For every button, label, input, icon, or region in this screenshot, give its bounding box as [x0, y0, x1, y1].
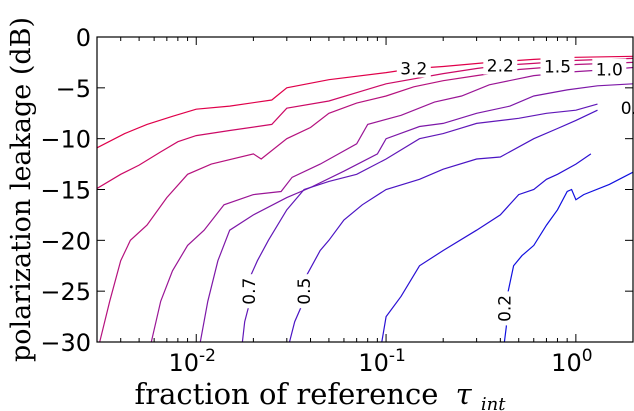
contour-label-6: 0.5	[295, 278, 315, 305]
contour-label-2: 1.5	[544, 58, 571, 78]
x-axis-label-symbol: τ	[456, 377, 473, 411]
contour-label-4: 0.	[621, 99, 634, 119]
y-tick-label: −5	[56, 75, 91, 103]
contour-label-bg	[396, 57, 431, 78]
contour-label-bg	[611, 97, 634, 118]
contour-label-bg	[493, 291, 514, 326]
contour-label-bg	[483, 54, 518, 75]
contour-label-bg	[540, 55, 575, 76]
y-tick-label: 0	[76, 24, 91, 52]
y-axis-label: polarization leakage (dB)	[6, 17, 37, 362]
contour-label-bg	[293, 274, 314, 309]
contour-line-3	[150, 66, 633, 342]
contour-line-1	[97, 57, 633, 190]
x-tick-label: 10-2	[168, 346, 216, 377]
contour-label-bg	[592, 58, 627, 79]
y-tick-label: −15	[40, 177, 91, 205]
x-axis-label-subscript: int	[481, 394, 506, 411]
contour-label-7: 0.2	[495, 295, 515, 322]
contour-lines	[97, 55, 633, 342]
x-tick-label: 10-1	[358, 346, 406, 377]
y-tick-label: −25	[40, 278, 91, 306]
contour-line-7	[381, 153, 592, 342]
contour-line-8	[503, 171, 633, 342]
y-axis-ticks: 0 −5 −10 −15 −20 −25 −30	[40, 24, 633, 357]
contour-label-5: 0.7	[240, 278, 260, 305]
contour-label-0: 3.2	[400, 60, 427, 80]
y-tick-label: −10	[40, 126, 91, 154]
contour-label-3: 1.0	[596, 61, 623, 81]
plot-frame	[96, 36, 634, 343]
x-axis-label-text: fraction of reference	[135, 377, 439, 411]
y-tick-label: −20	[40, 227, 91, 255]
contour-line-4	[199, 83, 633, 342]
x-axis-ticks: 10-2 10-1 100	[96, 37, 634, 377]
contour-label-bg	[238, 274, 259, 309]
contour-labels: 3.2 2.2 1.5 1.0 0. 0.7 0.5 0.2	[238, 54, 634, 326]
contour-label-1: 2.2	[487, 57, 514, 77]
x-tick-label: 100	[551, 346, 592, 377]
x-axis-label: fraction of reference τ int	[135, 377, 507, 411]
contour-line-6	[288, 109, 598, 342]
y-tick-label: −30	[40, 329, 91, 357]
